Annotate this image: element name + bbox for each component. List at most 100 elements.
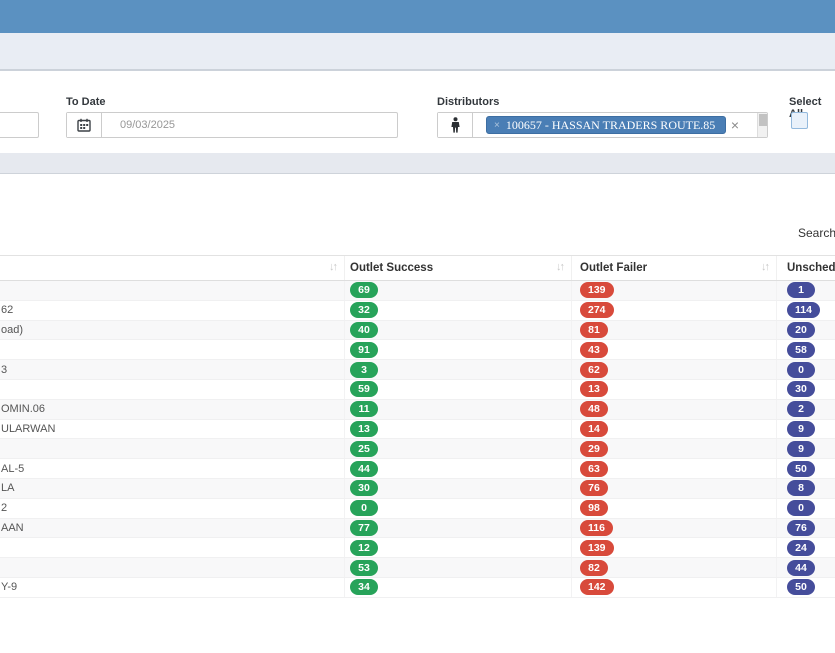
outlet-success-cell: 91 bbox=[344, 340, 571, 360]
secondary-toolbar-bar bbox=[0, 33, 835, 71]
outlet-success-badge: 32 bbox=[350, 302, 378, 319]
outlet-failer-badge: 48 bbox=[580, 401, 608, 418]
clear-selection-icon[interactable]: × bbox=[730, 117, 739, 133]
table-row: 59 13 30 bbox=[0, 379, 835, 400]
unscheduled-cell: 44 bbox=[776, 558, 835, 577]
unscheduled-badge: 44 bbox=[787, 559, 815, 576]
table-row: AL-5 44 63 50 bbox=[0, 459, 835, 479]
table-row: ULARWAN 13 14 9 bbox=[0, 419, 835, 440]
table-row: 53 82 44 bbox=[0, 558, 835, 578]
route-name-cell bbox=[0, 340, 344, 359]
route-name-cell: AL-5 bbox=[1, 462, 25, 475]
to-date-group: 09/03/2025 bbox=[66, 112, 398, 138]
to-date-input[interactable]: 09/03/2025 bbox=[120, 119, 176, 131]
outlet-success-cell: 32 bbox=[344, 300, 571, 320]
outlet-failer-cell: 98 bbox=[571, 498, 776, 518]
from-date-input[interactable] bbox=[0, 112, 39, 138]
column-header-unscheduled[interactable]: Unscheduled bbox=[776, 256, 835, 280]
sort-icon: ↓↑ bbox=[761, 261, 770, 273]
select-scrollbar-thumb[interactable] bbox=[759, 114, 767, 126]
tag-remove-icon[interactable]: × bbox=[494, 119, 500, 131]
unscheduled-badge: 9 bbox=[787, 440, 815, 457]
table-row: 2 0 98 0 bbox=[0, 498, 835, 519]
outlet-success-badge: 13 bbox=[350, 420, 378, 437]
outlet-failer-badge: 139 bbox=[580, 282, 614, 299]
outlet-failer-cell: 76 bbox=[571, 478, 776, 498]
outlet-failer-cell: 43 bbox=[571, 340, 776, 360]
route-name-cell: 2 bbox=[1, 502, 8, 515]
unscheduled-cell: 1 bbox=[776, 281, 835, 300]
unscheduled-cell: 76 bbox=[776, 518, 835, 538]
table-row: OMIN.06 11 48 2 bbox=[0, 399, 835, 420]
table-row: 12 139 24 bbox=[0, 538, 835, 559]
unscheduled-cell: 50 bbox=[776, 459, 835, 478]
unscheduled-cell: 9 bbox=[776, 419, 835, 439]
outlet-success-badge: 25 bbox=[350, 440, 378, 457]
column-header-route[interactable]: ↓↑ bbox=[0, 256, 344, 280]
unscheduled-badge: 114 bbox=[787, 302, 820, 319]
select-scrollbar[interactable] bbox=[757, 113, 767, 137]
unscheduled-badge: 58 bbox=[787, 341, 815, 358]
app-header-bar bbox=[0, 0, 835, 33]
unscheduled-badge: 50 bbox=[787, 460, 815, 477]
table-row: 62 32 274 114 bbox=[0, 300, 835, 321]
outlet-success-badge: 0 bbox=[350, 500, 378, 517]
outlet-failer-cell: 63 bbox=[571, 459, 776, 478]
table-row: 91 43 58 bbox=[0, 340, 835, 361]
unscheduled-cell: 9 bbox=[776, 439, 835, 459]
route-name-cell bbox=[0, 439, 344, 458]
unscheduled-badge: 20 bbox=[787, 321, 815, 338]
outlet-failer-cell: 13 bbox=[571, 379, 776, 399]
outlet-failer-cell: 139 bbox=[571, 281, 776, 300]
search-label: Search: bbox=[798, 226, 835, 240]
panel-header-bar bbox=[0, 153, 835, 174]
select-all-checkbox[interactable] bbox=[791, 112, 808, 129]
outlet-failer-badge: 43 bbox=[580, 341, 608, 358]
outlet-failer-badge: 98 bbox=[580, 500, 608, 517]
route-name-cell: 3 bbox=[1, 363, 8, 376]
distributors-group: × 100657 - HASSAN TRADERS ROUTE.85 × bbox=[437, 112, 768, 138]
table-row: Y-9 34 142 50 bbox=[0, 577, 835, 598]
outlet-failer-cell: 139 bbox=[571, 538, 776, 558]
filter-panel: To Date 09/03/2025 Distributors × 10 bbox=[0, 71, 835, 153]
distributors-label: Distributors bbox=[437, 96, 500, 108]
person-icon bbox=[438, 113, 473, 137]
route-name-cell: OMIN.06 bbox=[1, 403, 46, 416]
outlet-success-cell: 11 bbox=[344, 399, 571, 419]
route-name-cell bbox=[0, 558, 344, 577]
outlet-failer-badge: 63 bbox=[580, 460, 608, 477]
distributor-tag-label: 100657 - HASSAN TRADERS ROUTE.85 bbox=[505, 117, 716, 132]
route-name-cell: AAN bbox=[1, 521, 24, 534]
outlet-success-cell: 0 bbox=[344, 498, 571, 518]
outlet-failer-badge: 139 bbox=[580, 539, 614, 556]
distributors-select[interactable]: × 100657 - HASSAN TRADERS ROUTE.85 × bbox=[473, 113, 767, 137]
table-header-row: ↓↑ Outlet Success ↓↑ Outlet Failer ↓↑ Un… bbox=[0, 255, 835, 281]
route-name-cell: LA bbox=[1, 482, 15, 495]
outlet-failer-cell: 29 bbox=[571, 439, 776, 459]
unscheduled-cell: 0 bbox=[776, 360, 835, 379]
unscheduled-badge: 2 bbox=[787, 401, 815, 418]
unscheduled-cell: 114 bbox=[776, 300, 835, 320]
routes-summary-table: ↓↑ Outlet Success ↓↑ Outlet Failer ↓↑ Un… bbox=[0, 255, 835, 598]
sort-icon: ↓↑ bbox=[329, 261, 338, 273]
outlet-success-cell: 12 bbox=[344, 538, 571, 558]
outlet-success-badge: 40 bbox=[350, 321, 378, 338]
outlet-success-cell: 34 bbox=[344, 577, 571, 597]
outlet-success-cell: 13 bbox=[344, 419, 571, 439]
distributor-tag: × 100657 - HASSAN TRADERS ROUTE.85 bbox=[486, 116, 727, 134]
outlet-success-badge: 59 bbox=[350, 381, 378, 398]
outlet-success-cell: 30 bbox=[344, 478, 571, 498]
unscheduled-cell: 30 bbox=[776, 379, 835, 399]
to-date-label: To Date bbox=[66, 96, 106, 108]
column-header-outlet-failer[interactable]: Outlet Failer ↓↑ bbox=[571, 256, 776, 280]
outlet-success-badge: 3 bbox=[350, 361, 378, 378]
outlet-failer-badge: 81 bbox=[580, 321, 608, 338]
calendar-icon[interactable] bbox=[67, 113, 102, 137]
outlet-success-badge: 69 bbox=[350, 282, 378, 299]
outlet-success-badge: 91 bbox=[350, 341, 378, 358]
unscheduled-cell: 58 bbox=[776, 340, 835, 360]
unscheduled-cell: 0 bbox=[776, 498, 835, 518]
column-header-outlet-success[interactable]: Outlet Success ↓↑ bbox=[344, 256, 571, 280]
outlet-success-badge: 34 bbox=[350, 579, 378, 596]
outlet-success-badge: 11 bbox=[350, 401, 378, 418]
